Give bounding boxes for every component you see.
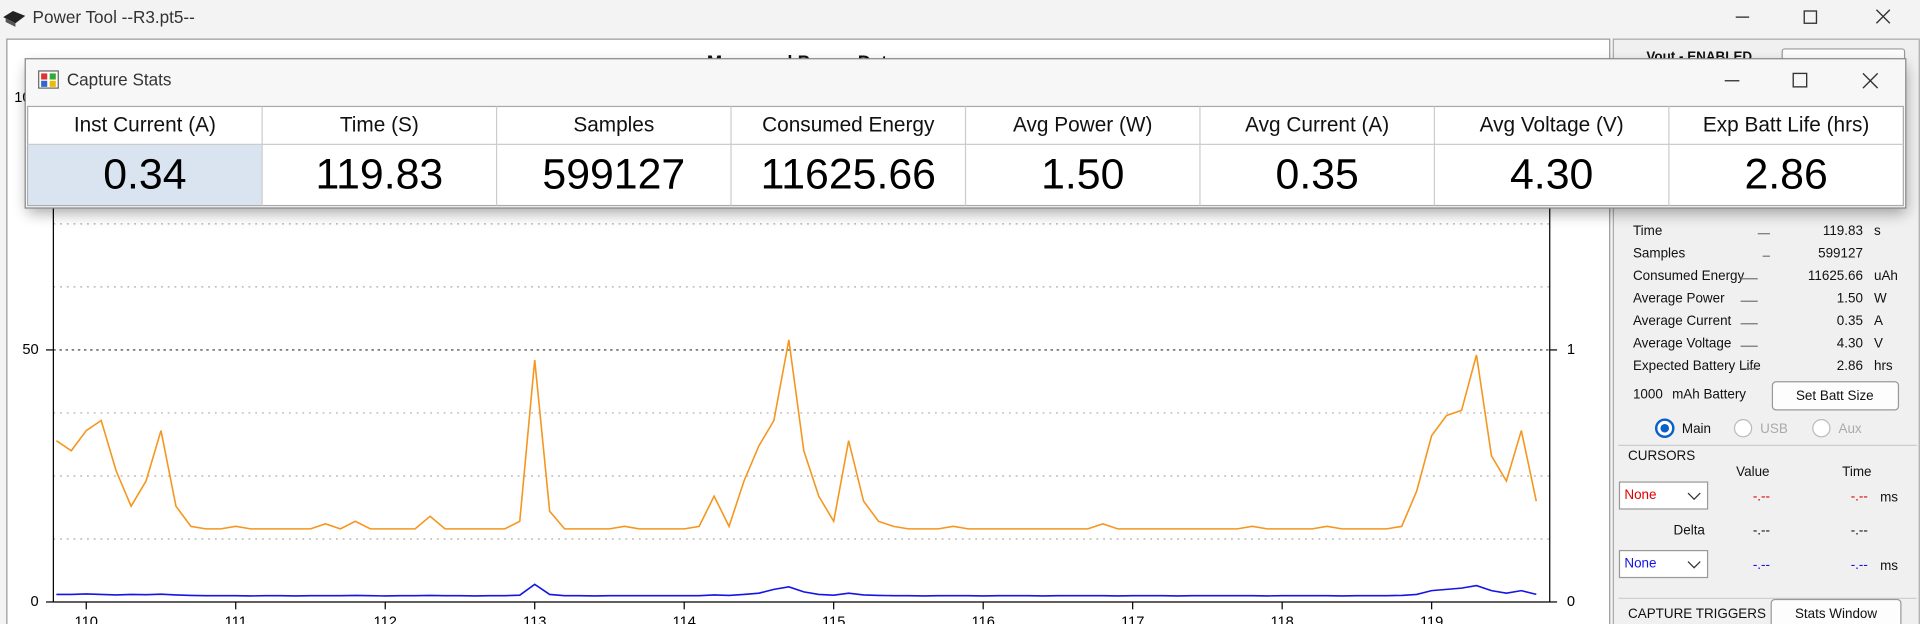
stat-label: Average Power [1633,290,1725,305]
cursor-time: -.-- [1851,557,1868,572]
triggers-title: CAPTURE TRIGGERS [1628,606,1766,621]
x-tick-label: 115 [822,615,845,624]
cursor-value: -.-- [1753,488,1770,503]
delta-time: -.-- [1851,523,1868,538]
app-titlebar [0,0,1920,37]
column-header: Consumed Energy [762,114,935,137]
x-tick-label: 113 [523,615,546,624]
cursor-unit: ms [1880,558,1898,573]
dialog-icon [38,70,59,89]
capture-stats-dialog: Capture Stats Inst Current (A) Time (S) Sa… [24,58,1907,213]
stat-label: Average Voltage [1633,335,1731,350]
battery-unit: mAh Battery [1672,387,1746,402]
source-radio[interactable] [1812,419,1831,438]
column-header: Samples [573,114,654,137]
cursor-select-label: None [1624,487,1656,502]
cursors-title: CURSORS [1628,448,1695,463]
stats-window-label: Stats Window [1795,606,1877,621]
delta-label: Delta [1674,523,1706,538]
source-radio[interactable] [1733,419,1753,438]
stat-cell: 4.30 [1510,151,1593,199]
cursor-select-arrow [1687,492,1701,501]
column-header: Avg Current (A) [1245,114,1389,137]
battery-capacity: 1000 [1633,387,1663,402]
stat-unit: V [1874,335,1883,350]
stat-unit: hrs [1874,358,1893,373]
stat-cell: 2.86 [1744,151,1827,199]
selected-cell [28,144,262,205]
x-tick-label: 116 [971,615,994,624]
x-tick-label: 110 [75,615,98,624]
column-header: Avg Power (W) [1013,114,1152,137]
dialog-title: Capture Stats [67,70,172,89]
stat-label: Consumed Energy [1633,268,1745,283]
column-header: Exp Batt Life (hrs) [1703,114,1869,137]
stat-label: Expected Battery Life [1633,358,1761,373]
stat-unit: uAh [1874,268,1898,283]
value-header: Value [1736,464,1769,479]
dialog-close[interactable] [1862,72,1879,89]
series-line [56,583,1537,597]
stat-label: Time [1633,223,1662,238]
stat-unit: A [1874,313,1883,328]
stat-cell: 599127 [542,151,685,199]
source-radio-dot [1660,423,1670,433]
y-tick-label: 0 [31,594,39,610]
restore-button[interactable] [1803,10,1818,24]
close-button[interactable] [1875,9,1891,24]
stat-value: 1.50 [1837,290,1863,305]
stat-unit: s [1874,223,1881,238]
stat-value: 0.35 [1837,313,1863,328]
x-tick-label: 112 [374,615,397,624]
source-label: Main [1682,421,1711,436]
set-batt-size-label: Set Batt Size [1796,388,1874,403]
stat-value: 119.83 [1823,223,1863,238]
dialog-maximize[interactable] [1792,72,1808,88]
column-header: Time (S) [340,114,419,137]
app-title: Power Tool --R3.pt5-- [33,8,195,27]
y-tick-label: 50 [22,342,38,358]
stat-value: 599127 [1818,245,1863,260]
app-icon [3,11,26,27]
series-line [55,339,1538,530]
source-label: USB [1760,421,1788,436]
stat-value: 2.86 [1837,358,1863,373]
stat-cell: 0.35 [1276,151,1359,199]
x-tick-label: 118 [1270,615,1293,624]
y2-tick-label: 1 [1567,342,1575,358]
column-header: Avg Voltage (V) [1480,114,1624,137]
stat-cell: 11625.66 [761,151,936,199]
stats-window-button[interactable] [1770,598,1902,624]
x-tick-label: 117 [1121,615,1144,624]
set-batt-size-button[interactable] [1771,381,1900,411]
stat-value: 11625.66 [1808,268,1863,283]
cursor-select-label: None [1624,556,1656,571]
stat-cell: 119.83 [315,151,443,199]
stat-unit: W [1874,290,1887,305]
stat-cell: 0.34 [103,151,186,199]
stat-value: 4.30 [1837,335,1863,350]
cursor-unit: ms [1880,490,1898,505]
cursor-value: -.-- [1753,557,1770,572]
time-header: Time [1842,464,1871,479]
source-label: Aux [1838,421,1861,436]
x-tick-label: 119 [1420,615,1443,624]
stat-cell: 1.50 [1041,151,1124,199]
cursor-select-arrow [1687,561,1701,569]
delta-value: -.-- [1753,523,1770,538]
y2-tick-label: 0 [1567,594,1575,610]
stat-label: Average Current [1633,313,1732,328]
x-tick-label: 111 [225,615,247,624]
cursor-select[interactable] [1618,549,1709,579]
stat-label: Samples [1633,245,1686,260]
cursor-time: -.-- [1851,488,1868,503]
cursor-select[interactable] [1618,481,1709,510]
x-tick-label: 114 [673,615,696,624]
column-header: Inst Current (A) [74,114,216,137]
